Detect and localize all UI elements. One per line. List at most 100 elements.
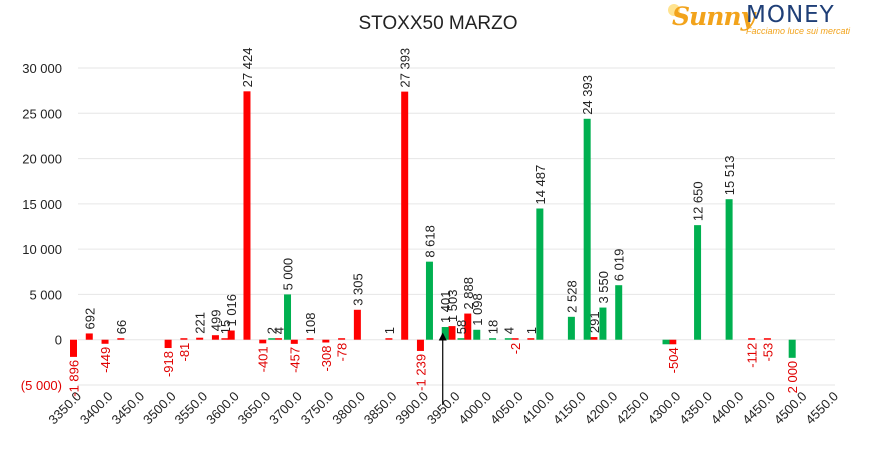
data-label: -53 (760, 343, 775, 362)
bar (290, 339, 298, 344)
data-label: -112 (745, 343, 760, 368)
bar (275, 338, 283, 340)
bar (117, 338, 125, 340)
x-tick-label: 4150.0 (550, 389, 589, 428)
data-label: -457 (287, 347, 302, 373)
x-tick-label: 4400.0 (708, 389, 747, 428)
bar (425, 261, 433, 340)
data-label: 27 424 (240, 48, 255, 88)
bar (322, 339, 330, 343)
data-label: -1 896 (67, 360, 82, 397)
data-label: -918 (161, 351, 176, 377)
bar (615, 285, 623, 340)
sunny-money-logo: Sunny MONEY Facciamo luce sui mercati (668, 2, 868, 38)
bar (164, 339, 172, 349)
bar (694, 225, 702, 340)
bar (259, 339, 267, 344)
data-label: -81 (177, 343, 192, 362)
data-label: 24 393 (580, 75, 595, 115)
bar (401, 91, 409, 340)
bar (306, 338, 314, 340)
bar (489, 338, 497, 340)
x-tick-label: 3600.0 (203, 389, 242, 428)
data-label: -504 (666, 347, 681, 373)
x-tick-label: 4000.0 (455, 389, 494, 428)
bar (227, 330, 235, 340)
x-tick-label: 4450.0 (739, 389, 778, 428)
bar (725, 199, 733, 340)
bar (416, 339, 424, 351)
data-label: 3 305 (350, 273, 365, 306)
bar (338, 338, 346, 340)
x-tick-label: 3450.0 (108, 389, 147, 428)
sun-icon (668, 4, 680, 16)
chart-title: STOXX50 MARZO (358, 13, 518, 34)
data-label: 2 (265, 327, 280, 334)
data-label: 27 393 (398, 48, 413, 88)
bar (211, 335, 219, 340)
bar (590, 337, 598, 340)
x-tick-label: 4100.0 (519, 389, 558, 428)
data-label: 291 (587, 311, 602, 333)
bar (763, 338, 771, 340)
y-tick-label: 10 000 (22, 242, 62, 257)
data-label: 3 550 (596, 271, 611, 304)
bar (180, 338, 188, 340)
bar (101, 339, 109, 344)
x-tick-label: 3650.0 (235, 389, 274, 428)
data-label: 4 (501, 327, 516, 334)
data-label: 18 (486, 320, 501, 334)
x-tick-label: 3900.0 (392, 389, 431, 428)
data-label: -449 (98, 347, 113, 373)
x-tick-label: 4250.0 (613, 389, 652, 428)
bar (284, 294, 292, 340)
data-label: -1 239 (413, 354, 428, 391)
data-label: 1 (382, 327, 397, 334)
bar (788, 339, 796, 358)
bar (353, 309, 361, 340)
y-tick-label: 0 (55, 333, 62, 348)
data-label: -401 (256, 346, 271, 372)
y-tick-label: 20 000 (22, 152, 62, 167)
x-tick-label: 3700.0 (266, 389, 305, 428)
bar (385, 338, 393, 340)
bar (448, 326, 456, 340)
data-label: 1 (524, 327, 539, 334)
data-label: 2 528 (564, 280, 579, 313)
bar (70, 339, 77, 357)
data-label: 221 (193, 312, 208, 334)
data-label: -308 (319, 346, 334, 372)
y-tick-label: 5 000 (29, 287, 62, 302)
data-label: -2 (508, 343, 523, 355)
x-tick-label: 4350.0 (676, 389, 715, 428)
x-tick-label: 3800.0 (329, 389, 368, 428)
annotation-arrow-head (438, 332, 447, 341)
data-label: 108 (303, 313, 318, 335)
bar (536, 208, 544, 340)
data-label: 8 618 (422, 225, 437, 258)
bar (243, 91, 251, 340)
y-tick-label: 15 000 (22, 197, 62, 212)
y-tick-label: (5 000) (21, 378, 62, 393)
bar (473, 329, 481, 340)
data-label: -78 (335, 343, 350, 362)
data-label: 1 098 (470, 293, 485, 326)
bar (441, 327, 449, 340)
x-tick-label: 4300.0 (645, 389, 684, 428)
logo-tagline: Facciamo luce sui mercati (746, 26, 851, 36)
bar (583, 118, 591, 340)
bar (268, 338, 276, 340)
data-label: 6 019 (612, 249, 627, 282)
x-tick-label: 3850.0 (361, 389, 400, 428)
bar (567, 316, 575, 340)
x-tick-label: 3550.0 (172, 389, 211, 428)
data-label: 2 000 (785, 361, 800, 394)
bar (504, 338, 512, 340)
bar (527, 338, 535, 340)
x-tick-label: 3500.0 (140, 389, 179, 428)
x-tick-label: 3750.0 (298, 389, 337, 428)
y-tick-label: 30 000 (22, 61, 62, 76)
bar (221, 338, 229, 340)
bar (748, 338, 756, 340)
